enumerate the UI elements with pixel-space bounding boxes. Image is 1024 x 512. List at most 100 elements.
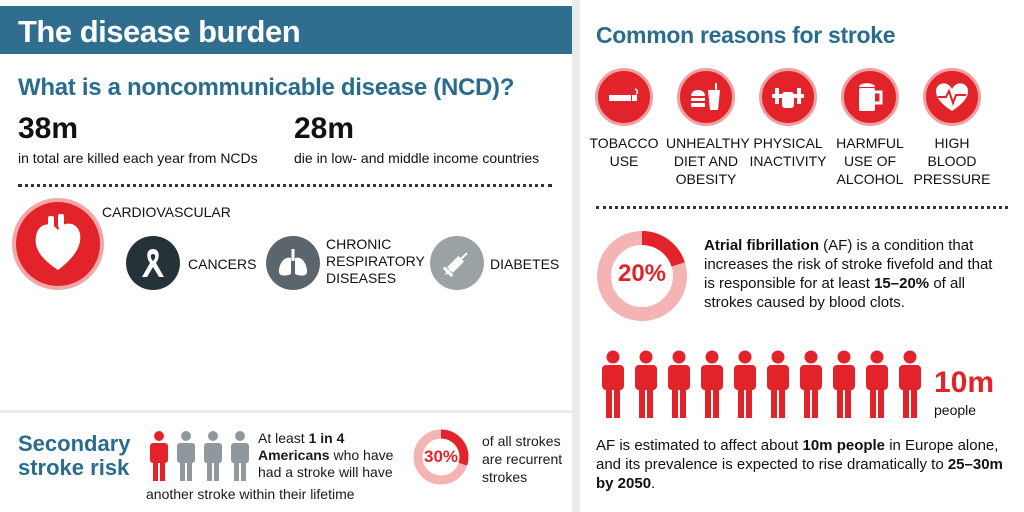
page-title: The disease burden [18,14,301,49]
rt-3: strokes [482,469,528,485]
bar-cancers-value: 8.2m [306,332,352,354]
section-divider [0,410,572,413]
reason-inactivity: PHYSICAL INACTIVITY [748,68,828,170]
right-divider [596,206,1008,209]
bar-resp-line1: resp. [448,354,480,370]
af-pct: 20% [617,260,667,287]
category-cancers: CANCERS [188,256,257,272]
recurrent-pct: 30% [423,447,459,466]
heart-icon [12,198,104,290]
bar-cancers: 8.2m from cancers [300,298,442,394]
bar-diab-line2: betes [518,370,553,386]
est-b2: 25–30m by 2050 [596,456,1003,492]
reason-diet: UNHEALTHY DIET AND OBESITY [666,68,750,188]
af-bold2: 15–20% [874,275,930,292]
af-description: Atrial fibrillation (AF) is a condition … [704,236,994,312]
t-e: had a stroke will have [258,464,393,480]
bar-cardio-value: 17.5m [18,332,75,354]
bar-resp-label: resp. disease [448,354,496,386]
respiratory-line2: RESPIRATORY [326,253,425,269]
af-t1: (AF) is a condition that increases the r… [704,237,993,292]
reason-tobacco-l1: TOBACCO [589,135,659,151]
af-bold1: Atrial fibrillation [704,237,820,254]
reason-tobacco: TOBACCO USE [584,68,664,170]
secondary-title-line1: Secondary [18,431,131,456]
est-t1: AF is estimated to affect about [596,437,803,454]
reason-blood-pressure: HIGH BLOOD PRESSURE [912,68,992,188]
est-b1: 10m people [802,437,886,454]
reason-diet-l3: OBESITY [675,171,737,187]
bar-diab-value: 1.5m [518,336,550,352]
category-respiratory: CHRONIC RESPIRATORY DISEASES [326,236,425,287]
bar-diab-line1: dia- [518,354,542,370]
ten-people-icons [602,350,921,418]
reason-inactivity-l2: INACTIVITY [749,153,827,169]
bar-diabetes: 1.5m dia- betes [514,298,554,394]
bar-resp-value: 4m [448,332,477,354]
person-icon [150,431,168,481]
reasons-title: Common reasons for stroke [596,22,896,48]
ncd-question: What is a noncommunicable disease (NCD)? [18,74,515,101]
reason-inactivity-l1: PHYSICAL [753,135,823,151]
category-cardiovascular: CARDIOVASCULAR [102,204,231,220]
t-d: who have [329,447,394,463]
bar-cardiovascular: 17.5m die annually from cardiovascular d… [12,298,300,394]
reason-bp-l1: HIGH [934,135,970,151]
recurrent-text: of all strokes are recurrent strokes [482,432,562,486]
bar-respiratory: 4m resp. disease [442,298,514,394]
ten-million-value: 10m [934,366,995,399]
recurrent-ring [413,429,469,485]
title-bar: The disease burden [0,6,572,54]
lifetime-text: another stroke within their lifetime [146,486,355,502]
respiratory-line1: CHRONIC [326,236,392,252]
stroke-reasons-panel: Common reasons for stroke TOBACCO USE UNH… [580,0,1024,512]
reason-alcohol: HARMFUL USE OF ALCOHOL [830,68,910,188]
lungs-icon [266,236,320,290]
secondary-risk-title: Secondary stroke risk [18,432,131,480]
cigarette-icon [595,68,653,126]
one-in-four-text: At least 1 in 4 Americans who have had a… [258,430,408,481]
rt-2: are recurrent [482,451,563,467]
bar-cancers-line1: from [306,354,334,370]
fastfood-icon [677,68,735,126]
secondary-title-line2: stroke risk [18,455,130,480]
bar-cancers-line2: cancers [306,370,356,386]
t-a: At least [258,430,309,446]
syringe-icon [430,236,484,290]
stat-lmic-label: die in low- and middle income countries [294,150,540,166]
reason-bp-l2: BLOOD [927,153,977,169]
bar-cardio-line1: die annually from [18,354,125,370]
heartbeat-icon [923,68,981,126]
reason-diet-l2: DIET AND [673,153,739,169]
est-t2: in Europe alone, and its prevalence is e… [596,437,999,473]
bar-cardio-label: die annually from cardiovascular disease [18,354,160,386]
reason-alcohol-l2: USE OF [843,153,897,169]
reason-alcohol-l1: HARMFUL [836,135,904,151]
t-b: 1 in 4 [308,430,345,446]
bar-resp-line2: disease [448,370,497,386]
rt-1: of all strokes [482,433,561,449]
af-ring [597,231,687,321]
reason-alcohol-l3: ALCOHOL [836,171,904,187]
beer-icon [841,68,899,126]
respiratory-line3: DISEASES [326,270,397,286]
dumbbell-icon [759,68,817,126]
category-diabetes: DIABETES [490,256,560,272]
disease-burden-panel: The disease burden What is a noncommunic… [0,0,572,512]
stat-lmic-value: 28m [294,112,355,145]
ribbon-icon [126,236,180,290]
reason-tobacco-l2: USE [609,153,639,169]
t-c: Americans [258,447,330,463]
stat-total-value: 38m [18,112,79,145]
people-1-in-4 [150,431,249,481]
reason-bp-l3: PRESSURE [913,171,991,187]
bar-cardio-line2: cardiovascular disease [18,370,161,386]
est-t3: . [651,475,656,492]
ten-million-label: people [934,402,977,418]
stat-total-label: in total are killed each year from NCDs [18,150,258,166]
af-t2: of all strokes caused by blood clots. [704,275,966,311]
reason-diet-l1: UNHEALTHY [666,135,750,151]
af-estimate-text: AF is estimated to affect about 10m peop… [596,436,1016,493]
divider [18,184,552,187]
bar-cancers-label: from cancers [306,354,355,386]
